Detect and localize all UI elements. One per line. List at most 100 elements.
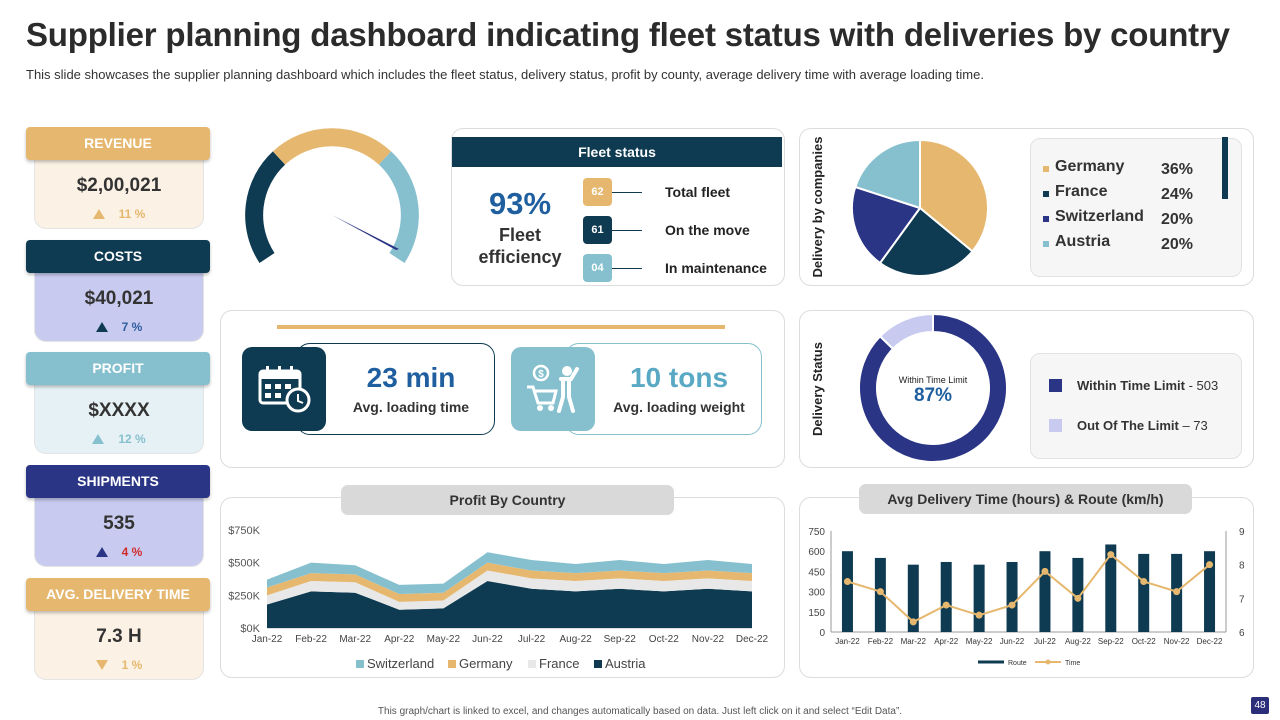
y-tick-label: 300 — [808, 588, 825, 599]
status-legend-swatch — [1049, 379, 1062, 392]
legend-country: France — [1055, 183, 1108, 200]
legend-route-label: Route — [1008, 660, 1027, 667]
profit-by-country-chart: $0K $250K $500K $750K Jan-22 Feb-22 Mar-22 Apr-… — [228, 525, 768, 671]
pie-slice-austria — [854, 138, 921, 210]
footer-note: This graph/chart is linked to excel, and… — [377, 706, 903, 717]
loading-weight-icon-box: $ — [511, 347, 595, 431]
kpi-card-costs: COSTS $40,021 7 % — [26, 240, 210, 342]
kpi-delta: 11 % — [34, 207, 204, 221]
area-series-france — [267, 570, 752, 610]
triangle-up-icon — [92, 209, 105, 219]
x-tick-label: Jan-22 — [835, 637, 860, 646]
time-point — [876, 588, 884, 596]
gauge-arc-navy — [245, 151, 286, 263]
triangle-up-icon — [95, 322, 108, 332]
kpi-value: $XXXX — [88, 400, 150, 421]
x-tick-label: Aug-22 — [560, 634, 593, 645]
y-tick-label: $750K — [228, 525, 260, 537]
area-series-austria — [267, 580, 752, 628]
avg-delivery-title: Avg Delivery Time (hours) & Route (km/h) — [859, 484, 1192, 514]
delivery-by-companies-legend — [1030, 138, 1242, 277]
donut-segment — [858, 313, 1008, 463]
delivery-status-axis-label: Delivery Status — [810, 342, 825, 436]
delivery-status-donut — [858, 313, 1008, 463]
x-tick-label: Jan-22 — [252, 634, 283, 645]
cart-person-icon: $ — [527, 364, 579, 413]
y2-tick-label: 9 — [1239, 527, 1245, 538]
fleet-badge: 61 — [583, 216, 612, 244]
legend-country: Switzerland — [1055, 208, 1144, 225]
status-legend-count: – 73 — [1178, 418, 1208, 433]
route-bar — [973, 564, 985, 632]
loading-divider-line — [277, 325, 725, 329]
time-line — [847, 553, 1211, 624]
y2-tick-label: 8 — [1239, 561, 1245, 572]
route-bar — [1105, 544, 1117, 632]
x-tick-label: Oct-22 — [1132, 637, 1157, 646]
legend-percent: 36% — [1161, 161, 1194, 178]
kpi-value: $2,00,021 — [76, 175, 162, 196]
kpi-delta: 7 % — [34, 320, 204, 334]
legend-country: Austria — [1055, 233, 1111, 250]
fleet-row: 04 In maintenance — [583, 254, 773, 282]
time-point — [843, 578, 851, 585]
loading-time-icon-box — [242, 347, 326, 431]
fleet-row: 62 Total fleet — [583, 178, 773, 206]
donut-segment — [878, 313, 934, 351]
area-series-switzerland — [267, 552, 752, 595]
pie-slice-germany — [919, 138, 989, 253]
donut-center-label: Within Time Limit — [898, 375, 968, 385]
kpi-card-avg-delivery-time: AVG. DELIVERY TIME 7.3 H 1 % — [26, 578, 210, 680]
x-tick-label: Aug-22 — [1065, 637, 1091, 646]
page-title: Supplier planning dashboard indicating f… — [26, 16, 1230, 53]
route-bar — [1204, 551, 1216, 632]
loading-time-value: 23 min — [366, 362, 456, 393]
legend-swatch — [356, 660, 364, 668]
route-bar — [841, 551, 853, 632]
legend-percent: 20% — [1161, 211, 1194, 228]
x-tick-label: Dec-22 — [1197, 637, 1223, 646]
page-number: 48 — [1251, 697, 1269, 714]
kpi-delta: 4 % — [34, 545, 204, 559]
legend-swatch — [1043, 166, 1049, 172]
gauge — [245, 128, 419, 263]
kpi-label: SHIPMENTS — [26, 465, 210, 498]
time-point — [1041, 567, 1049, 575]
kpi-label: AVG. DELIVERY TIME — [26, 578, 210, 611]
x-tick-label: Feb-22 — [868, 637, 894, 646]
avg-delivery-chart: 0 150 300 450 600 750 6 7 8 9 Jan-22 Feb-22 Mar-22 Ap… — [808, 527, 1245, 667]
x-tick-label: May-22 — [966, 637, 993, 646]
kpi-value: 535 — [103, 513, 135, 534]
legend-scrollbar[interactable] — [1222, 137, 1228, 199]
delivery-by-companies-axis-text: Delivery by companies — [810, 137, 825, 278]
time-point — [942, 601, 950, 609]
time-point — [1173, 588, 1181, 596]
fleet-efficiency-label: Fleet efficiency — [478, 225, 562, 267]
route-bar — [1138, 553, 1150, 632]
gauge-arc-gold — [272, 128, 392, 165]
status-legend-count: - 503 — [1184, 378, 1219, 393]
y-tick-label: $500K — [228, 558, 260, 570]
x-tick-label: Jun-22 — [472, 634, 503, 645]
fleet-row-label: In maintenance — [665, 260, 767, 276]
fleet-status-header: Fleet status — [452, 137, 782, 167]
time-point — [1206, 561, 1214, 569]
legend-label: France — [539, 656, 579, 671]
fleet-efficiency-value: 93% — [488, 186, 552, 221]
page-subtitle: This slide showcases the supplier planni… — [26, 67, 984, 82]
status-legend-swatch — [1049, 419, 1062, 432]
fleet-connector — [612, 268, 642, 269]
legend-percent: 24% — [1161, 186, 1194, 203]
legend-swatch — [528, 660, 536, 668]
kpi-value: 7.3 H — [96, 626, 142, 647]
route-bar — [1006, 561, 1018, 632]
legend-swatch — [594, 660, 602, 668]
status-legend-name: Within Time Limit — [1077, 378, 1185, 393]
loading-weight-value: 10 tons — [629, 362, 729, 393]
x-tick-label: Sep-22 — [1098, 637, 1124, 646]
y-tick-label: 600 — [808, 547, 825, 558]
time-point — [1140, 578, 1148, 585]
delivery-status-legend — [1030, 353, 1242, 459]
status-legend-text: Within Time Limit - 503 — [1077, 378, 1218, 393]
x-tick-label: May-22 — [427, 634, 461, 645]
